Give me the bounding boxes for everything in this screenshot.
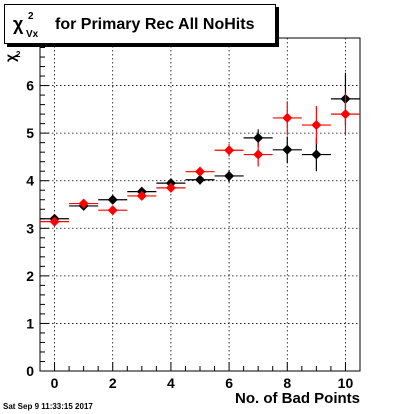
y-axis-label-superscript: 2 [16, 50, 21, 59]
data-point [224, 145, 235, 156]
x-tick-label: 4 [167, 375, 175, 391]
data-point [224, 170, 235, 181]
x-tick-label: 2 [109, 375, 117, 391]
data-point [107, 205, 118, 216]
grid-lines [40, 38, 360, 372]
data-point [49, 216, 60, 227]
data-point [78, 198, 89, 209]
data-point [340, 109, 351, 120]
data-point [195, 174, 205, 185]
data-point [282, 112, 293, 123]
y-tick-label: 2 [26, 268, 34, 284]
data-point [253, 132, 264, 143]
tick-labels: 0 2 4 6 8 10 0 1 2 3 4 5 6 [26, 78, 353, 391]
y-tick-label: 6 [26, 78, 34, 94]
title-symbol: χ [13, 14, 24, 34]
series-2 [40, 92, 360, 227]
data-point [107, 194, 118, 205]
data-point [136, 190, 147, 201]
data-point [195, 166, 205, 177]
y-axis-label: χ 2 [2, 48, 22, 78]
timestamp: Sat Sep 9 11:33:15 2017 [3, 402, 93, 411]
title-text: for Primary Rec All NoHits [55, 16, 255, 33]
plot-frame [39, 37, 361, 372]
axis-ticks [40, 47, 361, 372]
data-point [282, 144, 293, 155]
y-tick-label: 5 [26, 125, 34, 141]
data-point [165, 182, 176, 193]
x-tick-label: 10 [338, 375, 354, 391]
x-tick-label: 8 [283, 375, 291, 391]
x-tick-label: 0 [51, 375, 59, 391]
y-tick-label: 0 [26, 363, 34, 379]
title-subscript: Vx [26, 29, 39, 40]
x-tick-label: 6 [225, 375, 233, 391]
y-tick-label: 4 [26, 173, 34, 189]
data-marks [40, 72, 360, 227]
y-tick-label: 3 [26, 220, 34, 236]
title-box: χ 2 Vx for Primary Rec All NoHits [4, 4, 276, 44]
series-1 [40, 72, 360, 224]
x-axis-label: No. of Bad Points [235, 390, 360, 407]
title-superscript: 2 [28, 11, 34, 22]
data-point [253, 149, 264, 160]
data-point [311, 120, 322, 131]
y-tick-label: 1 [26, 315, 34, 331]
data-point [311, 149, 322, 160]
